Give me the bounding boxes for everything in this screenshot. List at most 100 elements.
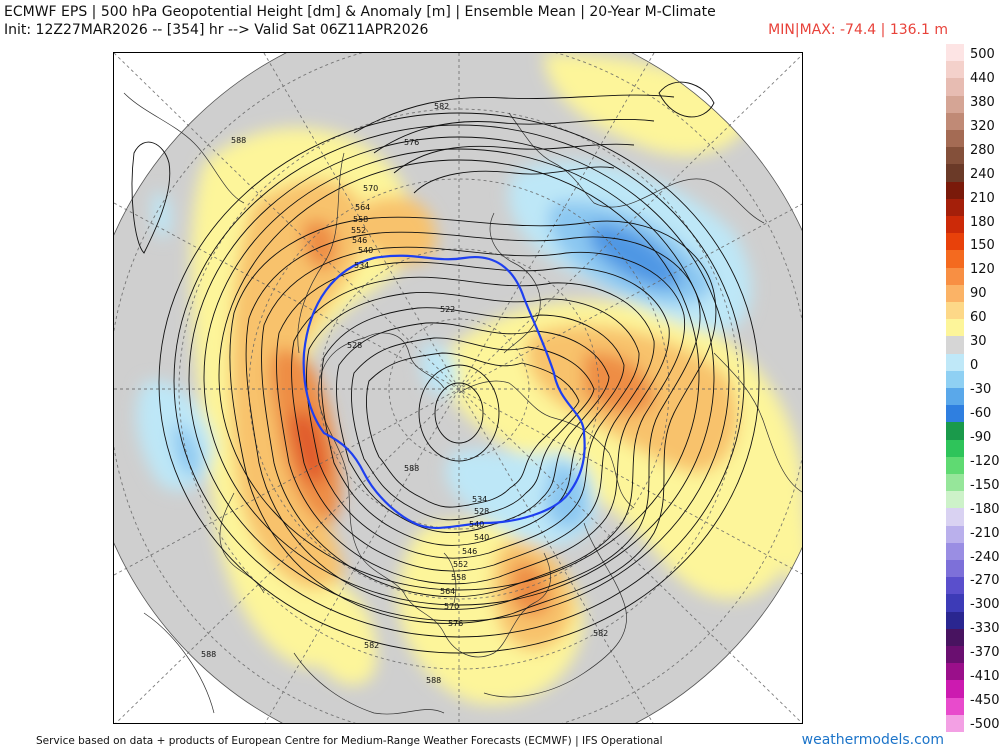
colorbar-tick-label: -120 bbox=[970, 453, 1000, 469]
colorbar-tick-label: 30 bbox=[970, 334, 987, 350]
colorbar-swatch bbox=[946, 646, 964, 664]
colorbar-swatch bbox=[946, 112, 964, 131]
colorbar-swatch bbox=[946, 594, 964, 613]
colorbar-tick-label: 380 bbox=[970, 94, 995, 110]
contour-label: 534 bbox=[472, 495, 487, 504]
colorbar-tick-label: -500 bbox=[970, 717, 1000, 732]
contour-label: 540 bbox=[469, 520, 484, 529]
colorbar-swatch bbox=[946, 474, 964, 492]
contour-label: 522 bbox=[440, 305, 455, 314]
colorbar-tick-label: 280 bbox=[970, 142, 995, 158]
colorbar-tick-label: -240 bbox=[970, 549, 1000, 565]
colorbar-tick-label: 210 bbox=[970, 190, 995, 206]
colorbar-swatch bbox=[946, 353, 964, 372]
colorbar-swatch bbox=[946, 439, 964, 458]
contour-label: 582 bbox=[593, 629, 608, 638]
contour-label: 558 bbox=[451, 573, 466, 582]
colorbar-tick-label: -410 bbox=[970, 669, 1000, 685]
colorbar-swatch bbox=[946, 216, 964, 234]
colorbar-tick-label: -300 bbox=[970, 597, 1000, 613]
contour-label: 570 bbox=[363, 184, 378, 193]
colorbar-swatch bbox=[946, 250, 964, 269]
contour-label: 582 bbox=[434, 102, 449, 111]
colorbar-swatch bbox=[946, 233, 964, 251]
brand-link[interactable]: weathermodels.com bbox=[801, 732, 944, 748]
contour-label: 564 bbox=[355, 203, 370, 212]
contour-label: 552 bbox=[453, 560, 468, 569]
colorbar-swatch bbox=[946, 388, 964, 406]
colorbar-swatch bbox=[946, 456, 964, 475]
map-subtitle: Init: 12Z27MAR2026 -- [354] hr --> Valid… bbox=[4, 22, 429, 38]
colorbar-tick-label: -150 bbox=[970, 477, 1000, 493]
contour-label: 582 bbox=[364, 641, 379, 650]
colorbar-swatch bbox=[946, 78, 964, 97]
contour-label: 546 bbox=[352, 236, 367, 245]
colorbar-tick-label: -450 bbox=[970, 693, 1000, 709]
colorbar-tick-label: 90 bbox=[970, 286, 987, 302]
colorbar-tick-label: -270 bbox=[970, 573, 1000, 589]
contour-labels: 582 576 588 570 564 558 552 546 540 534 … bbox=[201, 102, 608, 685]
colorbar-tick-label: -180 bbox=[970, 501, 1000, 517]
colorbar-tick-label: -370 bbox=[970, 645, 1000, 661]
colorbar-swatch bbox=[946, 267, 964, 286]
coastlines bbox=[123, 92, 802, 715]
colorbar-tick-label: -30 bbox=[970, 382, 992, 397]
contour-label: 588 bbox=[404, 464, 419, 473]
min-max-readout: MIN|MAX: -74.4 | 136.1 m bbox=[768, 22, 948, 38]
colorbar-swatch bbox=[946, 164, 964, 183]
colorbar-swatch bbox=[946, 422, 964, 441]
contour-label: 576 bbox=[448, 619, 463, 628]
colorbar-swatch bbox=[946, 542, 964, 561]
colorbar-swatch bbox=[946, 44, 964, 62]
colorbar-tick-label: 440 bbox=[970, 70, 995, 86]
contour-label: 558 bbox=[353, 215, 368, 224]
colorbar-tick-label: 120 bbox=[970, 262, 995, 278]
colorbar-swatch bbox=[946, 405, 964, 423]
colorbar-tick-label: 60 bbox=[970, 310, 987, 326]
colorbar-swatch bbox=[946, 611, 964, 630]
colorbar-swatch bbox=[946, 319, 964, 337]
colorbar-tick-label: -210 bbox=[970, 525, 1000, 541]
colorbar-swatch bbox=[946, 525, 964, 544]
colorbar bbox=[946, 44, 964, 733]
colorbar-swatch bbox=[946, 680, 964, 699]
contour-label: 540 bbox=[474, 533, 489, 542]
colorbar-tick-label: 0 bbox=[970, 358, 979, 374]
colorbar-swatch bbox=[946, 284, 964, 303]
colorbar-swatch bbox=[946, 181, 964, 200]
colorbar-tick-label: 500 bbox=[970, 47, 995, 62]
colorbar-tick-label: -330 bbox=[970, 621, 1000, 637]
colorbar-swatch bbox=[946, 560, 964, 578]
contour-label: 528 bbox=[474, 507, 489, 516]
colorbar-swatch bbox=[946, 302, 964, 320]
colorbar-swatch bbox=[946, 628, 964, 647]
contour-label: 528 bbox=[347, 341, 362, 350]
colorbar-swatch bbox=[946, 336, 964, 355]
contour-label: 564 bbox=[440, 587, 455, 596]
colorbar-swatch bbox=[946, 663, 964, 681]
contour-label: 540 bbox=[358, 246, 373, 255]
contour-label: 546 bbox=[462, 547, 477, 556]
colorbar-tick-label: 150 bbox=[970, 238, 995, 254]
colorbar-swatch bbox=[946, 697, 964, 716]
colorbar-swatch bbox=[946, 198, 964, 217]
contour-label: 552 bbox=[351, 226, 366, 235]
graticule bbox=[114, 53, 802, 723]
colorbar-swatch bbox=[946, 508, 964, 527]
colorbar-tick-label: 320 bbox=[970, 118, 995, 134]
colorbar-swatch bbox=[946, 61, 964, 79]
map-title: ECMWF EPS | 500 hPa Geopotential Height … bbox=[4, 4, 716, 20]
colorbar-tick-label: 180 bbox=[970, 214, 995, 230]
contour-label: 588 bbox=[231, 136, 246, 145]
colorbar-tick-label: 240 bbox=[970, 166, 995, 182]
data-credit: Service based on data + products of Euro… bbox=[36, 735, 663, 747]
colorbar-swatch bbox=[946, 95, 964, 114]
colorbar-swatch bbox=[946, 577, 964, 595]
colorbar-tick-label: -90 bbox=[970, 429, 992, 445]
colorbar-tick-label: -60 bbox=[970, 405, 992, 421]
contour-label: 534 bbox=[354, 261, 369, 270]
map-frame: 582 576 588 570 564 558 552 546 540 534 … bbox=[113, 52, 803, 724]
contour-label: 588 bbox=[426, 676, 441, 685]
contour-label: 588 bbox=[201, 650, 216, 659]
contour-label: 576 bbox=[404, 138, 419, 147]
